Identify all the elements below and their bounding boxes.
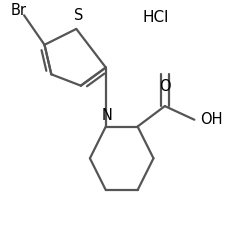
Text: Br: Br	[11, 3, 26, 18]
Text: HCl: HCl	[142, 10, 168, 25]
Text: S: S	[74, 8, 83, 23]
Text: O: O	[158, 79, 170, 94]
Text: OH: OH	[199, 112, 221, 127]
Text: N: N	[101, 108, 112, 123]
